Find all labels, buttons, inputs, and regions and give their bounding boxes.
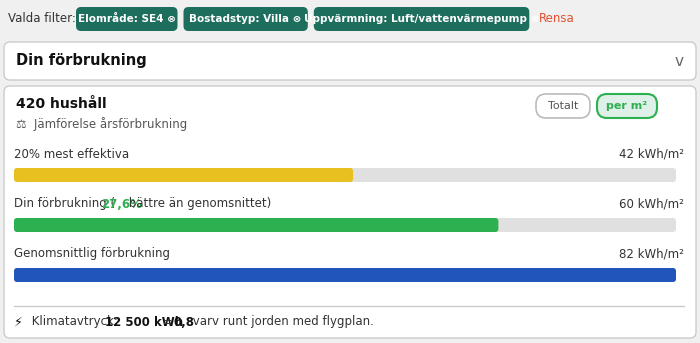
FancyBboxPatch shape: [536, 94, 590, 118]
FancyBboxPatch shape: [4, 42, 696, 80]
Text: 27,6%: 27,6%: [102, 198, 142, 211]
Text: Totalt: Totalt: [548, 101, 578, 111]
FancyBboxPatch shape: [14, 218, 676, 232]
FancyBboxPatch shape: [14, 168, 676, 182]
Text: varv runt jorden med flygplan.: varv runt jorden med flygplan.: [190, 316, 374, 329]
Text: 42 kWh/m²: 42 kWh/m²: [619, 147, 684, 161]
Text: Valda filter:: Valda filter:: [8, 12, 76, 25]
FancyBboxPatch shape: [14, 168, 353, 182]
Text: v: v: [675, 54, 684, 69]
Text: 82 kWh/m²: 82 kWh/m²: [619, 248, 684, 260]
Text: 12 500 kWh: 12 500 kWh: [105, 316, 183, 329]
Text: Uppvärmning: Luft/vattenvärmepump ⊗: Uppvärmning: Luft/vattenvärmepump ⊗: [304, 14, 539, 24]
Text: ⚖️  Jämförelse årsförbrukning: ⚖️ Jämförelse årsförbrukning: [16, 117, 188, 131]
Text: bättre än genomsnittet): bättre än genomsnittet): [125, 198, 272, 211]
Text: 60 kWh/m²: 60 kWh/m²: [619, 198, 684, 211]
FancyBboxPatch shape: [14, 268, 676, 282]
Text: Rensa: Rensa: [539, 12, 575, 25]
Text: ⚡: ⚡: [14, 316, 22, 329]
Text: 420 hushåll: 420 hushåll: [16, 97, 106, 111]
Bar: [0, 0, 700, 38]
Text: 0,8: 0,8: [173, 316, 194, 329]
Text: 20% mest effektiva: 20% mest effektiva: [14, 147, 129, 161]
FancyBboxPatch shape: [183, 7, 308, 31]
Text: Bostadstyp: Villa ⊗: Bostadstyp: Villa ⊗: [190, 14, 302, 24]
Text: =: =: [159, 316, 176, 329]
FancyBboxPatch shape: [14, 218, 498, 232]
Text: Din förbrukning: Din förbrukning: [16, 54, 147, 69]
Text: per m²: per m²: [606, 101, 648, 111]
FancyBboxPatch shape: [597, 94, 657, 118]
Text: Klimatavtryck:: Klimatavtryck:: [28, 316, 122, 329]
FancyBboxPatch shape: [4, 86, 696, 338]
FancyBboxPatch shape: [14, 268, 676, 282]
FancyBboxPatch shape: [314, 7, 529, 31]
Text: Din förbrukning (: Din förbrukning (: [14, 198, 115, 211]
Text: Elområde: SE4 ⊗: Elområde: SE4 ⊗: [78, 14, 176, 24]
Text: Genomsnittlig förbrukning: Genomsnittlig förbrukning: [14, 248, 170, 260]
FancyBboxPatch shape: [76, 7, 178, 31]
